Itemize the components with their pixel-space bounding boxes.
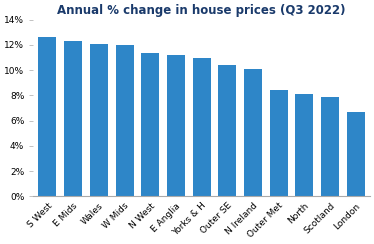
Bar <box>141 52 159 196</box>
Bar <box>193 58 211 196</box>
Title: Annual % change in house prices (Q3 2022): Annual % change in house prices (Q3 2022… <box>57 4 346 17</box>
Bar <box>270 90 288 196</box>
Bar <box>39 37 56 196</box>
Bar <box>321 97 339 196</box>
Bar <box>116 45 134 196</box>
Bar <box>218 65 236 196</box>
Bar <box>244 69 262 196</box>
Bar <box>167 55 185 196</box>
Bar <box>64 41 82 196</box>
Bar <box>347 112 365 196</box>
Bar <box>295 94 313 196</box>
Bar <box>90 44 108 196</box>
